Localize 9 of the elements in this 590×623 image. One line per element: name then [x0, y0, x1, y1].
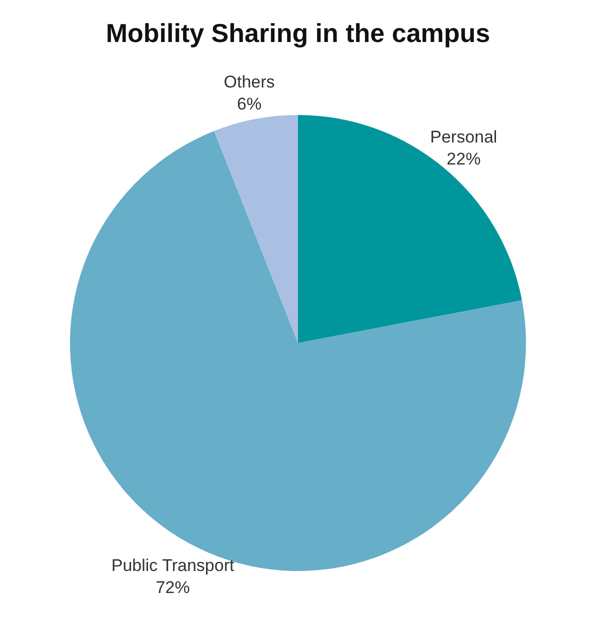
pie-slice	[214, 115, 298, 343]
pie-slice	[298, 115, 522, 343]
slice-label: Others	[224, 72, 275, 92]
slice-label: Public Transport	[111, 556, 234, 575]
data-label: 6%	[237, 94, 262, 114]
chart-title: Mobility Sharing in the campus	[106, 18, 490, 48]
data-label: 72%	[156, 578, 190, 597]
slice-label: Personal	[430, 128, 498, 147]
data-label: 22%	[446, 150, 481, 169]
